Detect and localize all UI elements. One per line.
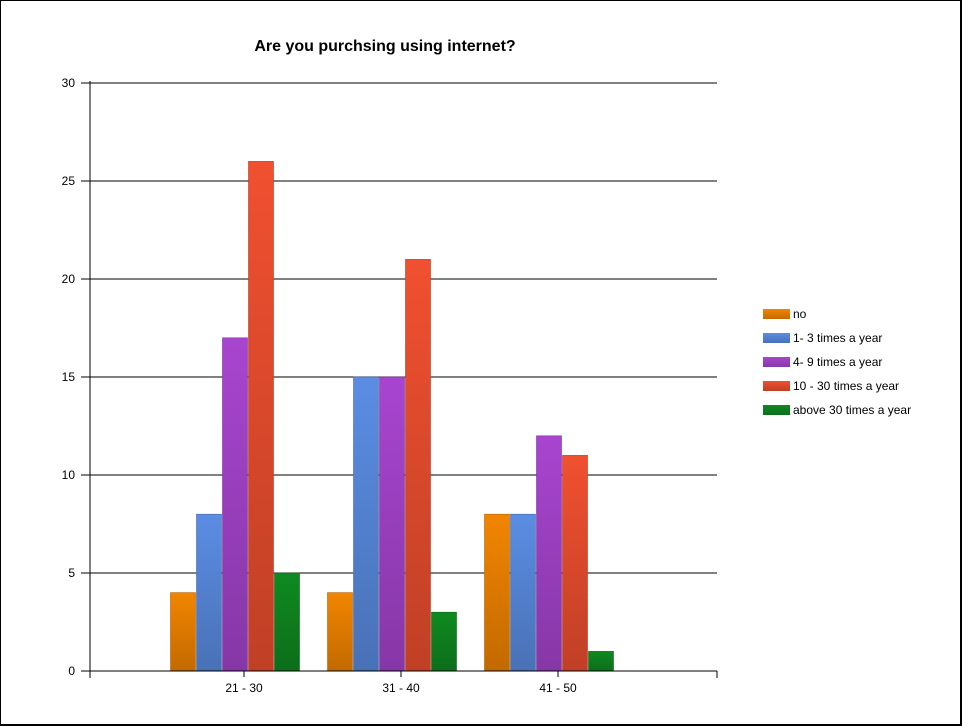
legend: no 1- 3 times a year 4- 9 times a year 10 -… (763, 307, 911, 417)
y-tick-label: 20 (62, 272, 76, 286)
y-tick-label: 0 (68, 664, 75, 678)
y-tick-label: 10 (62, 468, 76, 482)
y-tick-label: 30 (62, 76, 76, 90)
legend-swatch-1-3-times-a-year (763, 333, 790, 343)
x-tick-label: 21 - 30 (225, 681, 263, 695)
bar-1-3-times-a-year-41-50 (510, 513, 536, 672)
x-axis-ticks: 21 - 30 31 - 40 41 - 50 (225, 671, 577, 695)
bar-above-30-times-a-year-31-40 (431, 611, 457, 672)
y-tick-label: 15 (62, 370, 76, 384)
chart-title: Are you purchsing using internet? (254, 38, 515, 55)
axes (81, 81, 718, 678)
bar-4-9-times-a-year-31-40 (379, 376, 405, 672)
legend-label-10-30-times-a-year: 10 - 30 times a year (793, 379, 899, 393)
y-axis-ticks: 0 5 10 15 20 25 30 (62, 76, 76, 678)
bar-4-9-times-a-year-21-30 (222, 337, 248, 672)
legend-swatch-no (763, 309, 790, 319)
bar-1-3-times-a-year-21-30 (196, 513, 222, 672)
bar-10-30-times-a-year-31-40 (405, 259, 431, 672)
legend-swatch-4-9-times-a-year (763, 357, 790, 367)
bar-no-31-40 (327, 592, 353, 672)
bar-above-30-times-a-year-21-30 (274, 572, 300, 672)
bar-10-30-times-a-year-41-50 (562, 455, 588, 672)
bar-1-3-times-a-year-31-40 (353, 376, 379, 672)
x-tick-label: 31 - 40 (382, 681, 420, 695)
y-tick-label: 25 (62, 174, 76, 188)
bar-no-21-30 (170, 592, 196, 672)
legend-label-4-9-times-a-year: 4- 9 times a year (793, 355, 882, 369)
y-tick-label: 5 (68, 566, 75, 580)
bar-10-30-times-a-year-21-30 (248, 161, 274, 672)
legend-label-above-30-times-a-year: above 30 times a year (793, 403, 911, 417)
bar-4-9-times-a-year-41-50 (536, 435, 562, 672)
bar-above-30-times-a-year-41-50 (588, 651, 614, 672)
legend-swatch-10-30-times-a-year (763, 381, 790, 391)
legend-label-no: no (793, 307, 807, 321)
legend-swatch-above-30-times-a-year (763, 405, 790, 415)
x-tick-label: 41 - 50 (539, 681, 577, 695)
bars (170, 161, 614, 672)
bar-no-41-50 (484, 513, 510, 672)
legend-label-1-3-times-a-year: 1- 3 times a year (793, 331, 882, 345)
